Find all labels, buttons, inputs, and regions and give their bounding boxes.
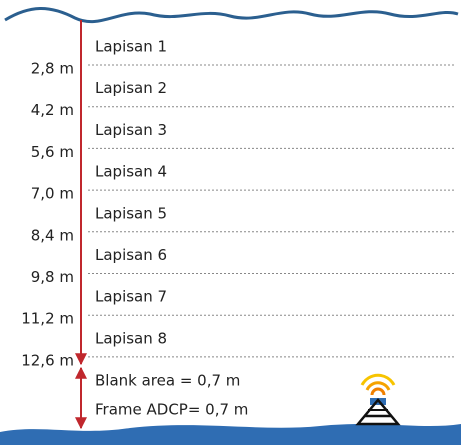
layer-label: Lapisan 2 (95, 79, 167, 97)
blank-area-label: Blank area = 0,7 m (95, 372, 240, 390)
layer-label: Lapisan 3 (95, 121, 167, 139)
seabed (0, 424, 461, 445)
depth-label: 5,6 m (31, 143, 74, 161)
layer-label: Lapisan 7 (95, 288, 167, 306)
depth-label: 12,6 m (21, 351, 74, 369)
water-surface (4, 7, 459, 24)
depth-label: 9,8 m (31, 268, 74, 286)
layer-label: Lapisan 5 (95, 204, 167, 222)
layer-label: Lapisan 6 (95, 246, 167, 264)
layer-label: Lapisan 8 (95, 329, 167, 347)
layer-label: Lapisan 4 (95, 163, 167, 181)
layer-label: Lapisan 1 (95, 38, 167, 56)
layers: Lapisan 1 2,8 m Lapisan 2 4,2 m Lapisan 3 5,6… (21, 38, 455, 369)
depth-label: 4,2 m (31, 101, 74, 119)
adcp-icon (355, 373, 401, 426)
frame-label: Frame ADCP= 0,7 m (95, 401, 248, 419)
depth-label: 8,4 m (31, 226, 74, 244)
depth-label: 7,0 m (31, 185, 74, 203)
depth-label: 11,2 m (21, 310, 74, 328)
depth-label: 2,8 m (31, 60, 74, 78)
